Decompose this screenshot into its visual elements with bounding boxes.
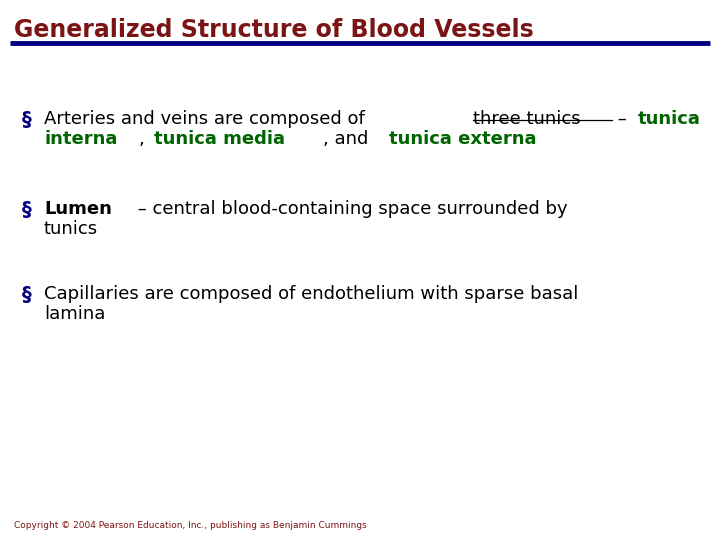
Text: –: – [611,110,632,128]
Text: tunics: tunics [44,220,98,238]
Text: §: § [22,285,32,304]
Text: – central blood-containing space surrounded by: – central blood-containing space surroun… [132,200,567,218]
Text: lamina: lamina [44,305,105,323]
Text: §: § [22,200,32,219]
Text: tunica media: tunica media [153,130,284,148]
Text: tunica: tunica [638,110,701,128]
Text: Generalized Structure of Blood Vessels: Generalized Structure of Blood Vessels [14,18,534,42]
Text: Arteries and veins are composed of: Arteries and veins are composed of [44,110,377,128]
Text: §: § [22,110,32,129]
Text: , and: , and [323,130,374,148]
Text: interna: interna [44,130,117,148]
Text: ,: , [139,130,150,148]
Text: three tunics: three tunics [473,110,580,128]
Text: Copyright © 2004 Pearson Education, Inc., publishing as Benjamin Cummings: Copyright © 2004 Pearson Education, Inc.… [14,521,366,530]
Text: Capillaries are composed of endothelium with sparse basal: Capillaries are composed of endothelium … [44,285,578,303]
Text: Lumen: Lumen [44,200,112,218]
Text: tunica externa: tunica externa [389,130,536,148]
